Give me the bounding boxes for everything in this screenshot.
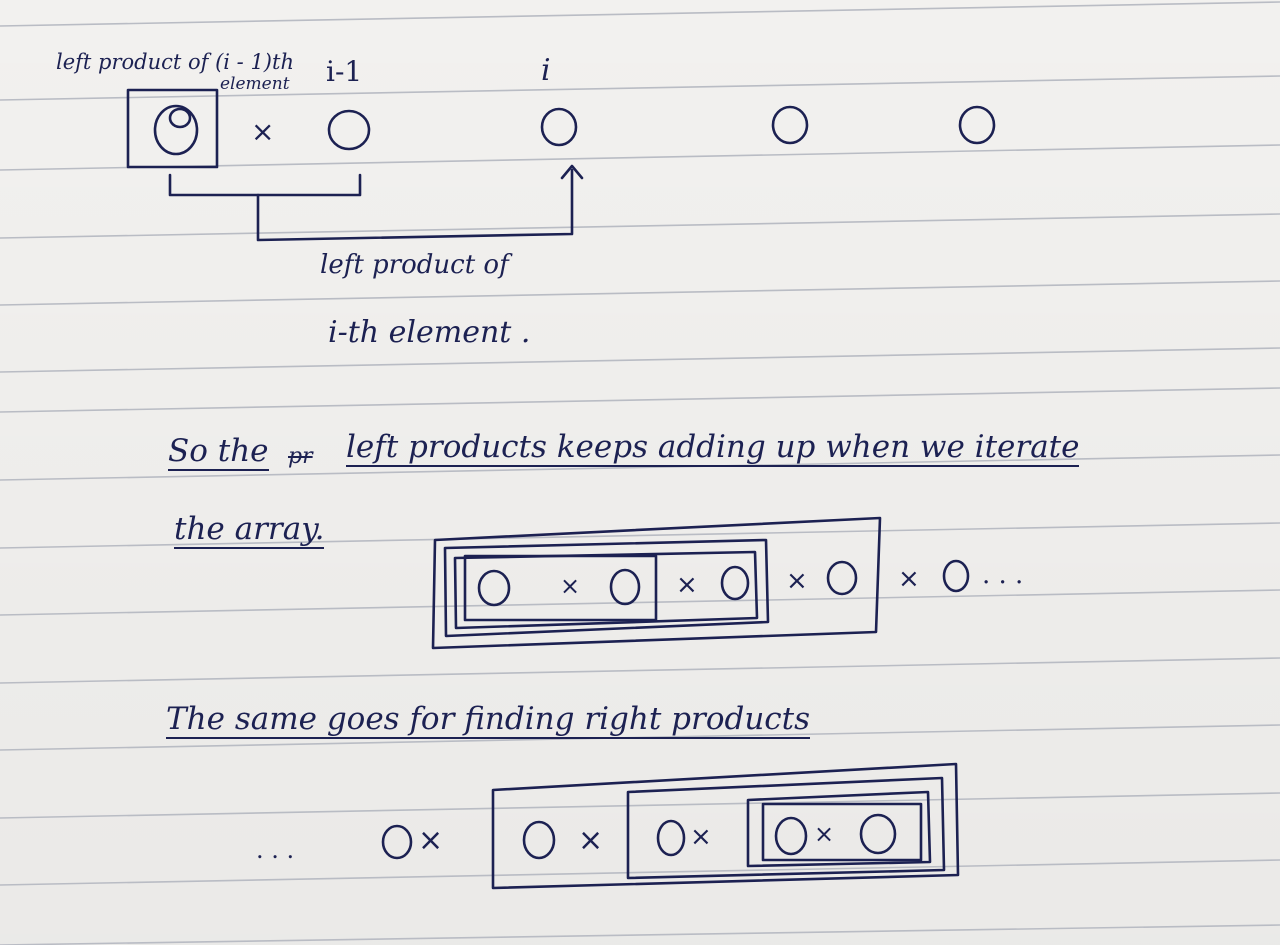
element-circle (522, 820, 556, 860)
element-circle (540, 107, 578, 147)
element-circle (477, 569, 511, 607)
left-product-box (126, 88, 219, 169)
bracket-line (168, 173, 362, 197)
element-circle (826, 560, 858, 596)
multiply-sign: × (418, 823, 444, 858)
paragraph-left-line2: the array. (174, 511, 325, 549)
element-circle (327, 109, 371, 151)
element-circle (153, 104, 199, 156)
element-circle (771, 105, 809, 145)
bracket-line (256, 168, 574, 242)
multiply-sign: × (560, 572, 581, 600)
element-label: element (220, 74, 290, 94)
element-circle (656, 819, 686, 857)
element-circle (609, 568, 641, 606)
top-diagram (126, 88, 996, 242)
multiply-sign: × (690, 822, 712, 852)
nesting-box (626, 776, 946, 880)
paragraph-right: The same goes for finding right products (166, 701, 811, 739)
element-circle (859, 813, 897, 855)
multiply-sign: × (786, 566, 808, 596)
paragraph-left-line1-end: left products keeps adding up when we it… (346, 429, 1080, 467)
element-circle (381, 824, 413, 860)
nesting-box-outer (491, 762, 960, 890)
index-label-i: i (541, 53, 551, 88)
caption-line-1: left product of (320, 250, 509, 280)
nesting-box (746, 790, 932, 868)
multiply-sign: × (251, 115, 275, 148)
arrow-up-icon (560, 164, 584, 180)
element-circle (774, 816, 808, 856)
nesting-box (453, 550, 759, 630)
element-circle (958, 105, 996, 145)
paragraph-left-line1-start: So the (168, 433, 269, 471)
struck-text: pr (288, 444, 313, 469)
multiply-sign: × (898, 564, 920, 594)
element-circle-highlight (168, 107, 192, 129)
nesting-box-inner (761, 802, 923, 862)
multiply-sign: × (814, 820, 835, 848)
left-product-label: left product of (i - 1)th (56, 50, 294, 74)
nesting-box-outer (431, 516, 882, 650)
element-circle (942, 559, 970, 593)
continuation-dots: . . . (982, 560, 1024, 590)
element-circle (720, 565, 750, 601)
index-label-i-minus-1: i-1 (326, 55, 363, 88)
multiply-sign: × (676, 570, 698, 600)
multiply-sign: × (578, 823, 604, 858)
nesting-box-inner (463, 554, 658, 622)
left-chain-boxes (431, 516, 970, 650)
right-chain-boxes (381, 762, 960, 890)
leading-dots: . . . (256, 836, 295, 864)
caption-line-2: i-th element . (328, 315, 531, 350)
nesting-box (443, 538, 770, 638)
